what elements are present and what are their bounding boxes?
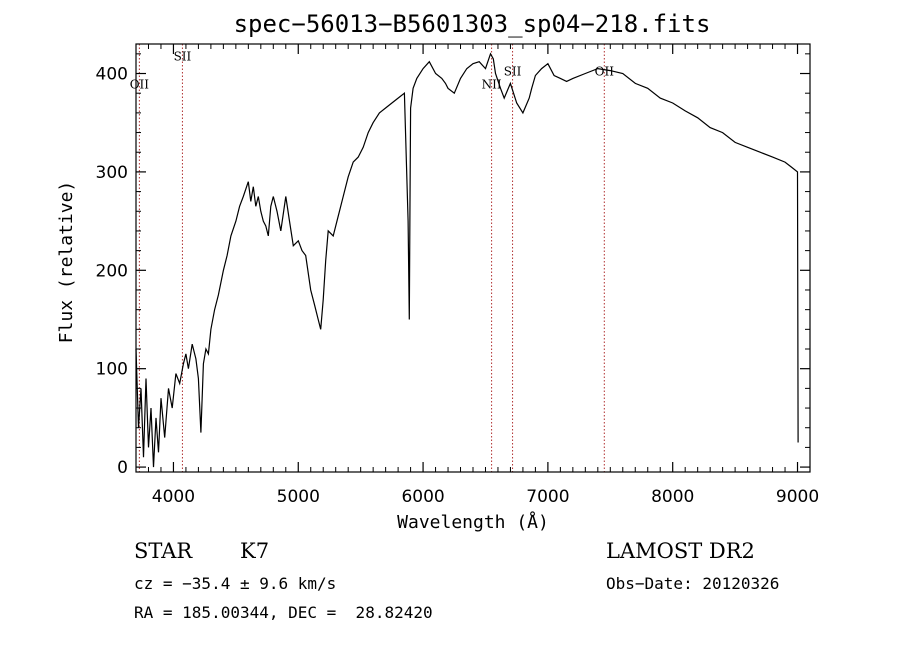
x-axis-label: Wavelength (Å) (397, 511, 549, 533)
plot-frame (135, 43, 811, 473)
line-label-sii: SII (174, 50, 192, 64)
survey-name: LAMOST DR2 (606, 539, 755, 563)
spectrum-line (135, 52, 799, 468)
y-axis-label: Flux (relative) (56, 181, 77, 344)
spectral-subclass: K7 (240, 539, 270, 563)
x-tick-label: 7000 (526, 487, 569, 507)
line-label-oii: OII (595, 64, 615, 78)
y-tick-label: 200 (96, 261, 128, 281)
spectrum-chart: spec−56013−B5601303_sp04−218.fits OII SII… (56, 10, 819, 533)
line-label-oii: OII (130, 77, 150, 91)
object-class: STAR (134, 539, 193, 563)
y-tick-label: 400 (96, 65, 128, 85)
y-tick-label: 300 (96, 163, 128, 183)
x-tick-label: 5000 (277, 487, 320, 507)
line-label-sii: SII (504, 64, 522, 78)
axis-ticks: 4000 5000 6000 7000 8000 9000 0 100 200 300 400 (96, 44, 819, 507)
y-tick-label: 100 (96, 360, 128, 380)
chart-title: spec−56013−B5601303_sp04−218.fits (234, 10, 711, 38)
coordinates: RA = 185.00344, DEC = 28.82420 (134, 603, 433, 622)
redshift-velocity: cz = −35.4 ± 9.6 km/s (134, 574, 337, 593)
y-tick-label: 0 (117, 458, 128, 478)
x-tick-label: 8000 (651, 487, 694, 507)
observation-date: Obs−Date: 20120326 (606, 574, 780, 593)
x-tick-label: 9000 (776, 487, 819, 507)
x-tick-label: 4000 (152, 487, 195, 507)
x-tick-label: 6000 (401, 487, 444, 507)
line-label-nii: NII (482, 77, 502, 91)
